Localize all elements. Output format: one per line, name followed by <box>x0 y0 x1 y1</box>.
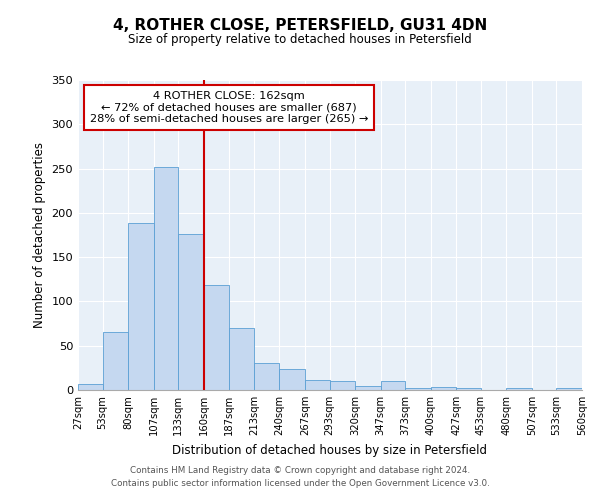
Bar <box>280 368 305 390</box>
Bar <box>556 388 582 390</box>
Y-axis label: Number of detached properties: Number of detached properties <box>33 142 46 328</box>
Bar <box>506 388 532 390</box>
Bar <box>305 380 329 390</box>
Bar <box>329 381 355 390</box>
Bar <box>405 388 431 390</box>
Bar <box>128 224 154 390</box>
Text: 4 ROTHER CLOSE: 162sqm
← 72% of detached houses are smaller (687)
28% of semi-de: 4 ROTHER CLOSE: 162sqm ← 72% of detached… <box>90 91 368 124</box>
Bar <box>431 388 456 390</box>
Bar <box>178 234 204 390</box>
Text: Contains HM Land Registry data © Crown copyright and database right 2024.
Contai: Contains HM Land Registry data © Crown c… <box>110 466 490 487</box>
Bar <box>229 328 254 390</box>
Bar <box>154 167 178 390</box>
Bar <box>355 386 380 390</box>
X-axis label: Distribution of detached houses by size in Petersfield: Distribution of detached houses by size … <box>173 444 487 456</box>
Bar <box>103 332 128 390</box>
Bar <box>254 362 280 390</box>
Bar <box>204 284 229 390</box>
Text: Size of property relative to detached houses in Petersfield: Size of property relative to detached ho… <box>128 32 472 46</box>
Bar <box>78 384 103 390</box>
Bar <box>456 388 481 390</box>
Bar <box>380 381 405 390</box>
Text: 4, ROTHER CLOSE, PETERSFIELD, GU31 4DN: 4, ROTHER CLOSE, PETERSFIELD, GU31 4DN <box>113 18 487 32</box>
